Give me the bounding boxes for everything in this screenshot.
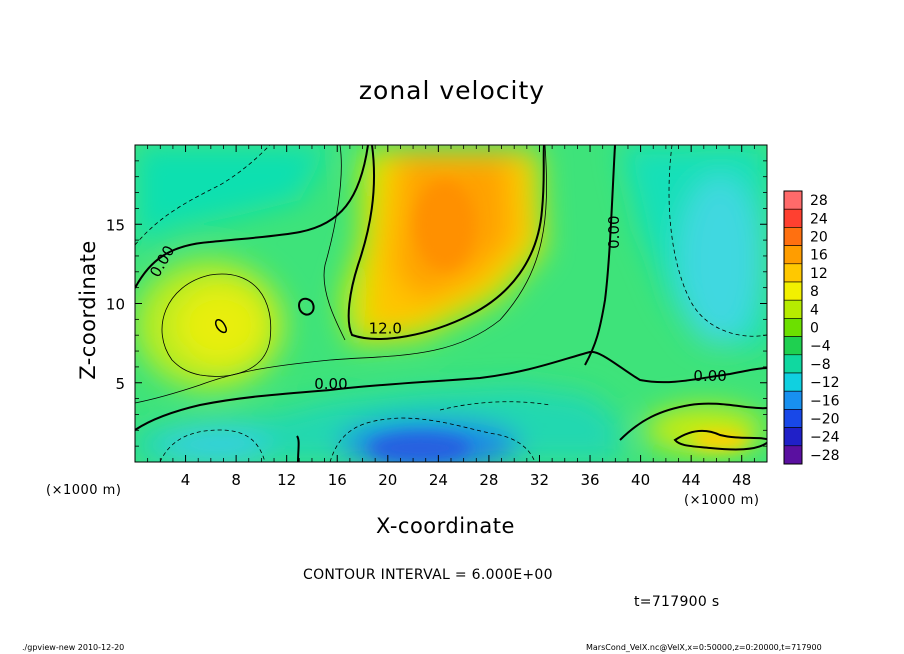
contour-small-loop [298, 297, 315, 316]
colorbar-label: 8 [810, 284, 819, 300]
field-cyan-right-core [678, 175, 762, 345]
x-tick-label: 36 [580, 471, 599, 489]
x-tick-label: 8 [231, 471, 241, 489]
field-negative-left [160, 425, 270, 462]
contour-dashed-lower-left [159, 429, 266, 462]
field-left-cell-core [175, 285, 265, 365]
contour-zero-lower-left [296, 435, 300, 462]
contour-label: 0.00 [314, 375, 347, 393]
colorbar-swatch [783, 336, 803, 356]
contour-zero-middle [135, 350, 767, 431]
colorbar-swatch [783, 263, 803, 283]
y-tick-label: 15 [106, 216, 125, 234]
x-tick-label: 20 [378, 471, 397, 489]
colorbar-swatch [783, 409, 803, 428]
colorbar-label: −20 [810, 412, 840, 428]
x-tick-label: 4 [181, 471, 191, 489]
field-lower-right-core [692, 431, 748, 449]
contour-label: 0.00 [693, 367, 726, 385]
contour-zero-right [584, 145, 616, 366]
contour-label-text: 12.0 [369, 320, 402, 338]
contour-label-text: 0.00 [314, 375, 347, 393]
colorbar-swatch [783, 190, 803, 210]
contour-dashed-lower [329, 417, 536, 462]
colorbar-swatch [783, 281, 803, 301]
colorbar-swatch [783, 372, 803, 392]
contour-thin-left-six [161, 273, 272, 377]
colorbar-label: −16 [810, 393, 840, 409]
colorbar-label: 0 [810, 321, 819, 337]
colorbar-swatch [783, 354, 803, 374]
x-tick-label: 28 [479, 471, 498, 489]
colorbar-swatch [783, 427, 803, 447]
time-label: t=717900 s [634, 594, 720, 610]
colorbar-label: 24 [810, 211, 828, 227]
contours [135, 145, 767, 462]
contour-12 [347, 145, 545, 340]
contour-dashed-upper-left [135, 145, 271, 246]
field-cyan-upper-left [135, 145, 330, 250]
contour-label-text: 0.00 [693, 367, 726, 385]
contour-dashed-mid [439, 401, 551, 411]
contour-label-text: 0.00 [605, 215, 623, 248]
colorbar-label: 12 [810, 266, 828, 282]
colorbar-label: −4 [810, 339, 831, 355]
colorbar-label: 16 [810, 248, 828, 264]
footer-right: MarsCond_VelX.nc@VelX,x=0:50000,z=0:2000… [586, 643, 822, 652]
colorbar-label: −8 [810, 357, 831, 373]
heatmap-field [135, 145, 767, 462]
contour-thin-six-upper [135, 145, 547, 404]
colorbar: 28 24 20 16 12 8 4 0 −4 −8 −12 −16 −20 −24 −28 [783, 190, 840, 465]
contour-dashed-right [668, 145, 767, 337]
colorbar-label: −28 [810, 448, 840, 464]
colorbar-label: 4 [810, 302, 819, 318]
colorbar-swatch [783, 227, 803, 246]
contour-interval-label: CONTOUR INTERVAL = 6.000E+00 [303, 567, 553, 583]
y-axis-label: Z-coordinate [76, 240, 100, 380]
colorbar-swatch [783, 390, 803, 410]
y-tick-label: 10 [106, 296, 125, 314]
contour-label: 12.0 [369, 320, 402, 338]
contour-lower-right-zero [619, 402, 767, 441]
contour-lower-right-six [673, 429, 767, 451]
x-tick-label: 40 [631, 471, 650, 489]
field-core-hot [415, 180, 475, 270]
x-tick-label: 48 [732, 471, 751, 489]
colorbar-swatch [783, 318, 803, 337]
colorbar-label: 20 [810, 230, 828, 246]
colorbar-swatch [783, 208, 803, 228]
field-negative-inner [370, 434, 470, 462]
colorbar-swatch [783, 245, 803, 265]
colorbar-swatch [783, 445, 803, 465]
x-tick-label: 32 [530, 471, 549, 489]
x-tick-label: 24 [429, 471, 448, 489]
footer-left: ./gpview-new 2010-12-20 [22, 643, 125, 652]
x-tick-label: 44 [682, 471, 701, 489]
colorbar-swatch [783, 299, 803, 319]
colorbar-label: −12 [810, 375, 840, 391]
contour-label: 0.00 [605, 215, 623, 248]
colorbar-label: −24 [810, 430, 840, 446]
chart-title: zonal velocity [358, 76, 546, 105]
x-tick-label: 16 [328, 471, 347, 489]
x-axis-label: X-coordinate [376, 514, 515, 538]
x-tick-label: 12 [277, 471, 296, 489]
x-unit-label-right: (×1000 m) [684, 493, 760, 508]
colorbar-frame [783, 190, 803, 465]
colorbar-label: 28 [810, 193, 828, 209]
y-tick-label: 5 [115, 375, 125, 393]
x-unit-label-left: (×1000 m) [46, 483, 122, 498]
contour-left-peak [214, 319, 227, 334]
contour-zero-upper [135, 145, 369, 289]
